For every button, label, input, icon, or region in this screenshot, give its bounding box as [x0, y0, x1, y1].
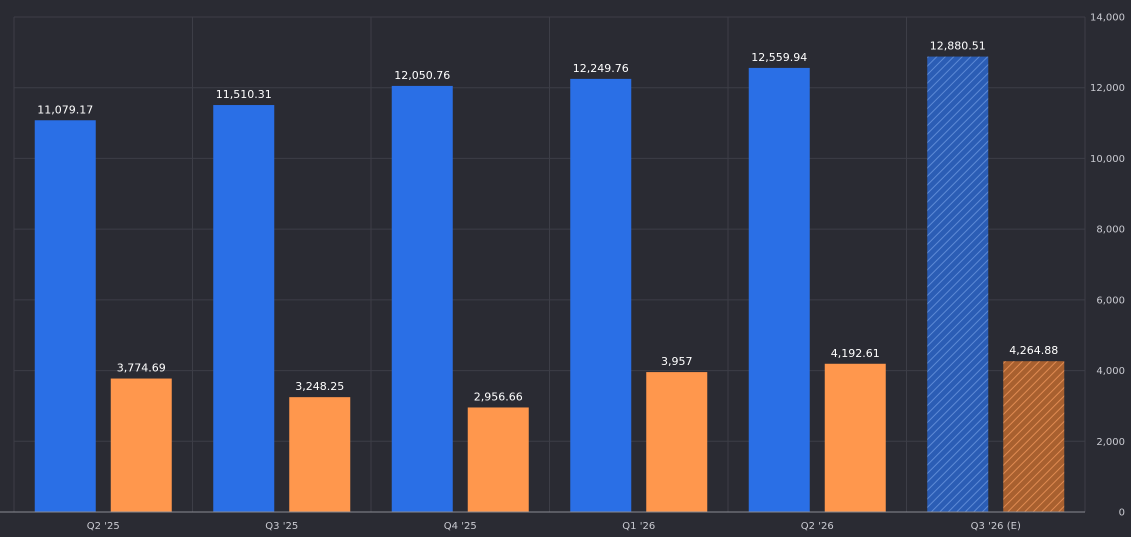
x-tick-label: Q2 '25	[87, 521, 120, 532]
bar-value-label: 4,192.61	[831, 347, 880, 360]
bar-estimate-series-0	[927, 56, 989, 512]
bar-series-0	[34, 120, 96, 512]
y-tick-label: 12,000	[1090, 83, 1125, 94]
bar-series-1	[289, 397, 351, 512]
bar-series-1	[110, 378, 172, 512]
x-tick-label: Q3 '25	[265, 521, 298, 532]
y-tick-label: 10,000	[1090, 154, 1125, 165]
axis-layer: 0 2,000 4,000 6,000 8,000 10,000 12,000 14,000 Q…	[0, 13, 1125, 532]
bar-series-0	[213, 105, 275, 513]
x-tick-label: Q2 '26	[801, 521, 834, 532]
bar-value-label: 12,249.76	[573, 62, 629, 75]
y-tick-label: 0	[1119, 508, 1125, 519]
bar-estimate-series-1	[1003, 361, 1065, 512]
bar-value-label: 12,880.51	[930, 40, 986, 53]
y-tick-label: 8,000	[1096, 225, 1125, 236]
bar-series-1	[467, 407, 529, 512]
bar-series-0	[748, 67, 810, 512]
bar-value-label: 2,956.66	[474, 390, 523, 403]
y-tick-label: 4,000	[1096, 366, 1125, 377]
bar-series-1	[646, 372, 708, 512]
bar-series-0	[391, 85, 453, 512]
x-tick-label: Q1 '26	[622, 521, 655, 532]
x-tick-label: Q3 '26 (E)	[971, 521, 1021, 532]
bar-series-0	[570, 78, 632, 512]
bar-value-label: 11,510.31	[216, 88, 272, 101]
bar-value-label: 12,559.94	[751, 51, 807, 64]
y-tick-label: 6,000	[1096, 295, 1125, 306]
bar-value-label: 3,774.69	[117, 362, 166, 375]
bars-layer	[34, 56, 1065, 513]
bar-value-label: 12,050.76	[394, 69, 450, 82]
bar-value-label: 3,248.25	[295, 380, 344, 393]
y-tick-label: 2,000	[1096, 437, 1125, 448]
bar-value-label: 3,957	[661, 355, 693, 368]
labels-layer: 11,079.17 3,774.69 11,510.31 3,248.25 12,050…	[37, 40, 1058, 404]
grid-layer	[13, 16, 1086, 513]
bar-series-1	[824, 363, 886, 512]
bar-value-label: 4,264.88	[1009, 344, 1058, 357]
x-tick-label: Q4 '25	[444, 521, 477, 532]
bar-value-label: 11,079.17	[37, 103, 93, 116]
y-tick-label: 14,000	[1090, 13, 1125, 24]
